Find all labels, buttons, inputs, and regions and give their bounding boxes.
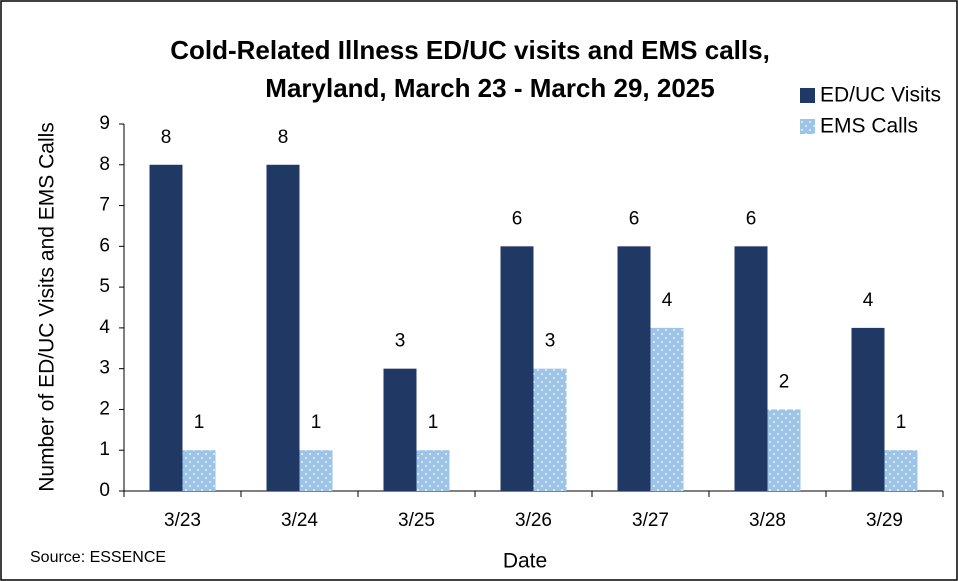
bar [266,164,300,491]
x-tick-label: 3/28 [749,510,786,531]
data-label: 1 [896,412,907,433]
bar [884,450,918,491]
bar [299,450,333,491]
bar [383,368,417,491]
x-tick-label: 3/23 [164,510,201,531]
source-note: Source: ESSENCE [30,549,166,566]
x-tick-label: 3/24 [281,510,318,531]
data-label: 2 [779,371,790,392]
bar [617,246,651,491]
data-label: 6 [629,208,640,229]
data-label: 3 [395,331,406,352]
legend-swatch [800,119,815,134]
data-label: 1 [428,412,439,433]
bar [182,450,216,491]
y-tick-label: 1 [99,439,110,460]
data-label: 8 [161,127,172,148]
data-label: 4 [662,290,673,311]
x-tick-label: 3/27 [632,510,669,531]
legend-label: EMS Calls [820,115,918,138]
y-tick-label: 7 [99,195,110,216]
data-label: 1 [311,412,322,433]
y-tick-label: 3 [99,358,110,379]
y-tick-label: 4 [99,317,110,338]
x-axis-label: Date [503,550,547,573]
chart-title: Maryland, March 23 - March 29, 2025 [265,73,714,103]
data-label: 4 [863,290,874,311]
data-label: 8 [278,127,289,148]
bar [851,327,885,491]
bar [533,368,567,491]
data-label: 3 [545,331,556,352]
data-label: 1 [194,412,205,433]
y-tick-label: 5 [99,276,110,297]
bar [416,450,450,491]
y-tick-label: 8 [99,154,110,175]
legend-swatch [800,88,815,103]
bar [650,327,684,491]
bar [734,246,768,491]
bar [500,246,534,491]
x-tick-label: 3/26 [515,510,552,531]
y-tick-label: 0 [99,480,110,501]
chart-title: Cold-Related Illness ED/UC visits and EM… [170,35,770,65]
bar [767,409,801,491]
x-tick-label: 3/25 [398,510,435,531]
y-tick-label: 6 [99,235,110,256]
x-tick-label: 3/29 [866,510,903,531]
legend-label: ED/UC Visits [820,84,941,107]
y-tick-label: 2 [99,398,110,419]
bar [149,164,183,491]
data-label: 6 [512,208,523,229]
data-label: 6 [746,208,757,229]
y-axis-label: Number of ED/UC Visits and EMS Calls [36,122,59,492]
y-tick-label: 9 [99,113,110,134]
